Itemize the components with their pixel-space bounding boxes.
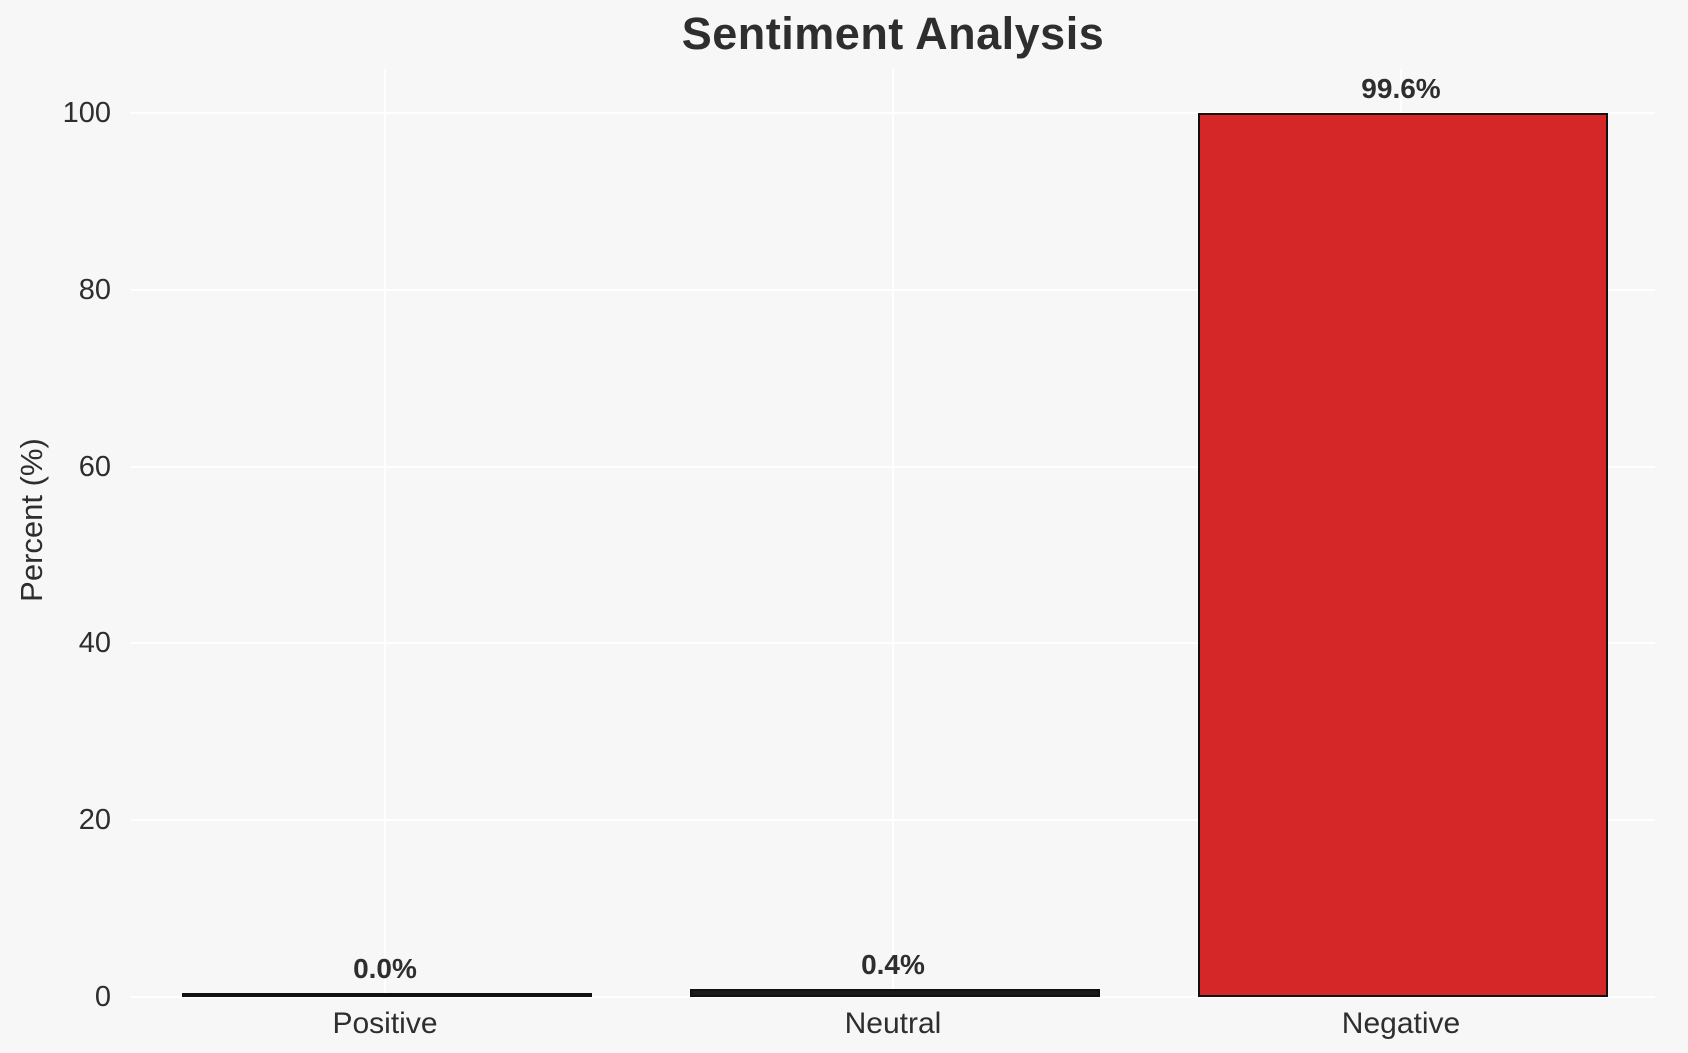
x-tick-label: Negative <box>1341 1007 1461 1040</box>
horizontal-gridline <box>131 112 1655 115</box>
bar-value-label: 0.4% <box>861 949 925 981</box>
horizontal-gridline <box>131 819 1655 822</box>
bar <box>1197 112 1609 997</box>
bar-value-label: 0.0% <box>353 953 417 984</box>
y-tick-label: 60 <box>78 450 111 483</box>
x-tick-label: Positive <box>332 1007 438 1040</box>
y-tick-label: 20 <box>78 804 111 837</box>
horizontal-gridline <box>131 642 1655 645</box>
x-tick-label: Neutral <box>844 1007 942 1040</box>
y-tick-label: 80 <box>78 273 111 306</box>
vertical-gridline <box>383 69 386 997</box>
bar <box>689 989 1101 997</box>
bar <box>181 993 593 997</box>
bar-value-label: 99.6% <box>1361 72 1441 104</box>
chart-title: Sentiment Analysis <box>681 8 1105 59</box>
y-tick-label: 100 <box>62 97 111 130</box>
horizontal-gridline <box>131 465 1655 468</box>
y-tick-label: 0 <box>94 981 111 1013</box>
plot-area: 0 20 40 60 80 100 0.0% Positive 0.4% Neutral 99.6%… <box>63 69 1655 1040</box>
horizontal-gridline <box>131 288 1655 291</box>
y-tick-label: 40 <box>78 627 111 660</box>
horizontal-gridline <box>131 996 1655 998</box>
vertical-gridline <box>892 69 894 997</box>
